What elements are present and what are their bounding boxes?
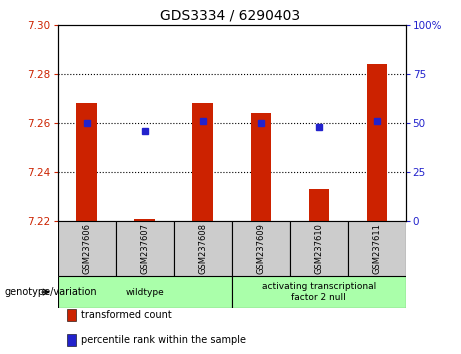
Bar [58, 221, 116, 276]
Bar [77, 103, 97, 221]
Text: GSM237607: GSM237607 [140, 223, 149, 274]
Bar [231, 276, 406, 308]
Text: GDS3334 / 6290403: GDS3334 / 6290403 [160, 9, 301, 23]
Text: GSM237608: GSM237608 [198, 223, 207, 274]
Bar [193, 103, 213, 221]
Bar [366, 64, 387, 221]
Bar [308, 189, 329, 221]
Text: GSM237609: GSM237609 [256, 223, 265, 274]
Text: wildtype: wildtype [125, 287, 164, 297]
Bar [290, 221, 348, 276]
Bar [348, 221, 406, 276]
Bar [58, 276, 231, 308]
Bar [231, 221, 290, 276]
Text: activating transcriptional
factor 2 null: activating transcriptional factor 2 null [261, 282, 376, 302]
Bar [116, 221, 174, 276]
Text: GSM237611: GSM237611 [372, 223, 381, 274]
Bar [135, 219, 155, 221]
Text: transformed count: transformed count [81, 310, 171, 320]
Text: percentile rank within the sample: percentile rank within the sample [81, 335, 246, 345]
Text: genotype/variation: genotype/variation [5, 287, 97, 297]
Bar [250, 113, 271, 221]
Text: GSM237610: GSM237610 [314, 223, 323, 274]
Bar [174, 221, 231, 276]
Text: GSM237606: GSM237606 [82, 223, 91, 274]
